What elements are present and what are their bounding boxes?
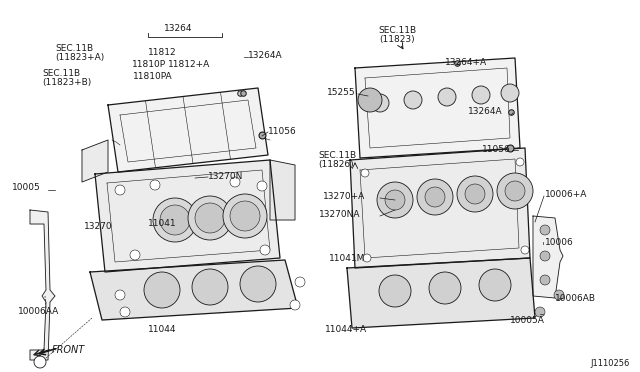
Text: (11826): (11826) xyxy=(318,160,354,169)
Text: (11823+A): (11823+A) xyxy=(55,53,104,62)
Text: 10006: 10006 xyxy=(545,238,573,247)
Polygon shape xyxy=(270,160,295,220)
Circle shape xyxy=(195,203,225,233)
Text: 13270N: 13270N xyxy=(208,172,243,181)
Polygon shape xyxy=(355,58,520,158)
Circle shape xyxy=(150,180,160,190)
Text: 13264+A: 13264+A xyxy=(445,58,487,67)
Text: 11041: 11041 xyxy=(148,219,177,228)
Text: 10005A: 10005A xyxy=(510,316,545,325)
Circle shape xyxy=(516,158,524,166)
Circle shape xyxy=(497,173,533,209)
Circle shape xyxy=(425,187,445,207)
Circle shape xyxy=(361,169,369,177)
Text: 11044+A: 11044+A xyxy=(325,325,367,334)
Text: 10006+A: 10006+A xyxy=(545,190,588,199)
Text: SEC.11B: SEC.11B xyxy=(378,26,416,35)
Text: 11056: 11056 xyxy=(482,145,511,154)
Polygon shape xyxy=(82,140,108,182)
Circle shape xyxy=(540,275,550,285)
Circle shape xyxy=(230,201,260,231)
Text: 10006AA: 10006AA xyxy=(18,307,60,316)
Polygon shape xyxy=(108,88,268,172)
Circle shape xyxy=(290,300,300,310)
Circle shape xyxy=(371,94,389,112)
Text: 11056: 11056 xyxy=(268,127,297,136)
Circle shape xyxy=(501,84,519,102)
Circle shape xyxy=(260,245,270,255)
Polygon shape xyxy=(95,160,280,272)
Circle shape xyxy=(188,196,232,240)
Polygon shape xyxy=(347,258,535,328)
Circle shape xyxy=(505,181,525,201)
Circle shape xyxy=(385,190,405,210)
Circle shape xyxy=(257,181,267,191)
Text: SEC.11B: SEC.11B xyxy=(318,151,356,160)
Circle shape xyxy=(438,88,456,106)
Text: SEC.11B: SEC.11B xyxy=(42,69,80,78)
Circle shape xyxy=(120,307,130,317)
Text: J1110256: J1110256 xyxy=(591,359,630,368)
Circle shape xyxy=(153,198,197,242)
Circle shape xyxy=(429,272,461,304)
Circle shape xyxy=(192,269,228,305)
Text: 10005: 10005 xyxy=(12,183,41,192)
Text: 11812+A: 11812+A xyxy=(168,60,211,69)
Circle shape xyxy=(115,185,125,195)
Circle shape xyxy=(535,307,545,317)
Circle shape xyxy=(479,269,511,301)
Circle shape xyxy=(377,182,413,218)
Text: 13270NA: 13270NA xyxy=(319,210,360,219)
Circle shape xyxy=(521,246,529,254)
Text: 11044: 11044 xyxy=(148,325,177,334)
Circle shape xyxy=(404,91,422,109)
Polygon shape xyxy=(533,216,563,298)
Circle shape xyxy=(223,194,267,238)
Circle shape xyxy=(240,266,276,302)
Text: 13270: 13270 xyxy=(84,222,113,231)
Text: 13264: 13264 xyxy=(164,24,192,33)
Circle shape xyxy=(358,88,382,112)
Text: 11041M: 11041M xyxy=(329,254,365,263)
Circle shape xyxy=(160,205,190,235)
Text: 13264A: 13264A xyxy=(248,51,283,60)
Text: 13264A: 13264A xyxy=(468,107,502,116)
Circle shape xyxy=(465,184,485,204)
Circle shape xyxy=(379,275,411,307)
Circle shape xyxy=(540,225,550,235)
Text: 10006AB: 10006AB xyxy=(555,294,596,303)
Text: 11810P: 11810P xyxy=(132,60,166,69)
Text: SEC.11B: SEC.11B xyxy=(55,44,93,53)
Text: 13270+A: 13270+A xyxy=(323,192,365,201)
Circle shape xyxy=(472,86,490,104)
Circle shape xyxy=(130,250,140,260)
Text: (11823+B): (11823+B) xyxy=(42,78,92,87)
Circle shape xyxy=(115,290,125,300)
Polygon shape xyxy=(30,210,55,360)
Polygon shape xyxy=(90,260,298,320)
Text: (11823): (11823) xyxy=(379,35,415,44)
Circle shape xyxy=(144,272,180,308)
Text: 11810PA: 11810PA xyxy=(133,72,173,81)
Circle shape xyxy=(34,356,46,368)
Circle shape xyxy=(554,290,564,300)
Circle shape xyxy=(457,176,493,212)
Text: FRONT: FRONT xyxy=(52,345,85,355)
Circle shape xyxy=(230,177,240,187)
Circle shape xyxy=(363,254,371,262)
Polygon shape xyxy=(350,148,530,268)
Circle shape xyxy=(417,179,453,215)
Text: 15255: 15255 xyxy=(327,88,356,97)
Text: 11812: 11812 xyxy=(148,48,177,57)
Circle shape xyxy=(295,277,305,287)
Circle shape xyxy=(540,251,550,261)
